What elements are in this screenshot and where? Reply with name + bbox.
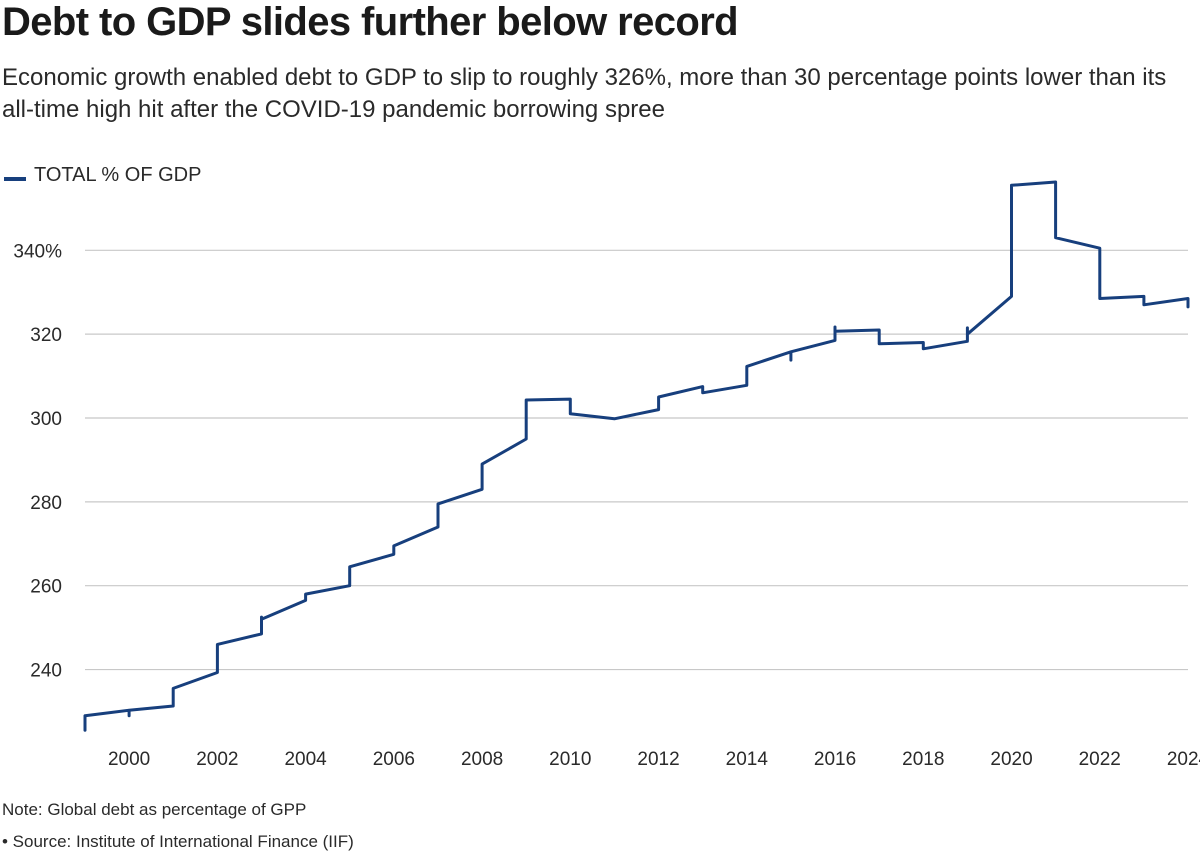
y-tick-label: 260 bbox=[30, 577, 62, 598]
y-tick-label: 340% bbox=[13, 241, 62, 262]
x-tick-label: 2016 bbox=[814, 749, 856, 770]
y-tick-label: 320 bbox=[30, 325, 62, 346]
source-note: • Source: Institute of International Fin… bbox=[2, 832, 354, 851]
x-tick-label: 2002 bbox=[196, 749, 238, 770]
x-tick-label: 2012 bbox=[637, 749, 679, 770]
y-tick-label: 300 bbox=[30, 409, 62, 430]
x-tick-label: 2004 bbox=[284, 749, 327, 770]
footnote: Note: Global debt as percentage of GPP bbox=[2, 800, 307, 819]
legend-line-swatch bbox=[4, 176, 26, 181]
legend: TOTAL % OF GDP bbox=[4, 164, 201, 187]
x-tick-label: 2000 bbox=[108, 749, 150, 770]
x-tick-label: 2014 bbox=[726, 749, 769, 770]
x-tick-label: 2006 bbox=[373, 749, 415, 770]
series-line-total-pct-gdp bbox=[83, 180, 1190, 732]
legend-label: TOTAL % OF GDP bbox=[34, 164, 202, 186]
x-tick-label: 2010 bbox=[549, 749, 591, 770]
y-tick-label: 280 bbox=[30, 493, 62, 514]
x-tick-label: 2022 bbox=[1079, 749, 1121, 770]
x-tick-label: 2020 bbox=[990, 749, 1032, 770]
chart-subtitle: Economic growth enabled debt to GDP to s… bbox=[2, 64, 1167, 123]
x-tick-label: 2024 bbox=[1167, 749, 1200, 770]
chart-title: Debt to GDP slides further below record bbox=[2, 0, 739, 44]
y-tick-label: 240 bbox=[30, 661, 62, 682]
x-tick-label: 2008 bbox=[461, 749, 503, 770]
x-tick-label: 2018 bbox=[902, 749, 944, 770]
